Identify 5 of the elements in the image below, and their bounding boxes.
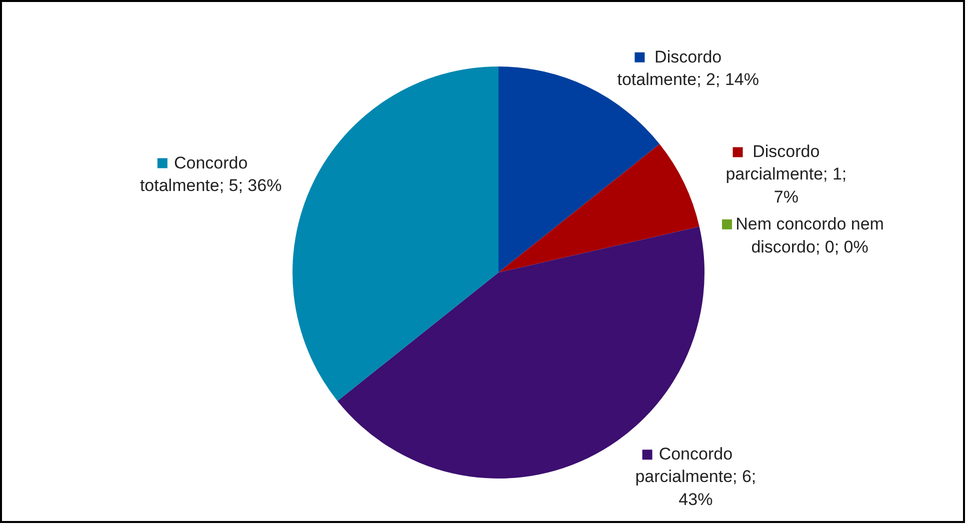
- legend-label: Concordo totalmente; 5; 36%: [140, 153, 282, 196]
- legend-label: Discordo parcialmente; 1; 7%: [726, 142, 847, 206]
- legend-label: Concordo parcialmente; 6; 43%: [635, 444, 756, 509]
- legend-label: Discordo totalmente; 2; 14%: [617, 47, 759, 90]
- legend-label: Nem concordo nem discordo; 0; 0%: [736, 214, 884, 256]
